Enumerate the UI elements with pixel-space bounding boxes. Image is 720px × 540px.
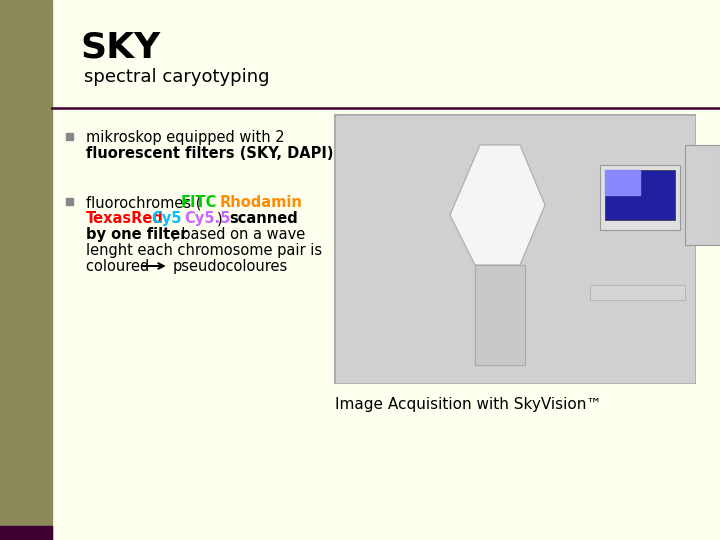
Bar	[0, 0, 52, 540]
Bar	[66, 133, 73, 140]
Bar	[335, 115, 695, 383]
Bar	[685, 145, 720, 245]
Text: Rhodamin: Rhodamin	[220, 195, 302, 210]
Bar	[600, 165, 680, 230]
Text: TexasRed: TexasRed	[86, 211, 164, 226]
Bar	[336, 116, 694, 382]
Text: pseudocoloures: pseudocoloures	[173, 259, 288, 274]
Text: lenght each chromosome pair is: lenght each chromosome pair is	[86, 243, 322, 258]
Text: coloured: coloured	[86, 259, 154, 274]
Polygon shape	[450, 145, 545, 265]
Text: , based on a wave: , based on a wave	[172, 227, 305, 242]
Text: mikroskop equipped with 2: mikroskop equipped with 2	[86, 130, 284, 145]
Bar	[605, 170, 675, 220]
Text: fluorescent filters (SKY, DAPI): fluorescent filters (SKY, DAPI)	[86, 146, 333, 161]
Text: Cy5: Cy5	[151, 211, 182, 226]
Text: fluorochromes (: fluorochromes (	[86, 195, 202, 210]
Bar	[475, 265, 525, 365]
Bar	[605, 170, 640, 195]
Text: FITC: FITC	[181, 195, 217, 210]
Text: ): )	[217, 211, 228, 226]
Text: Cy5.5: Cy5.5	[184, 211, 230, 226]
Bar	[0, 526, 52, 540]
Text: spectral caryotyping: spectral caryotyping	[84, 68, 269, 86]
Text: by one filter: by one filter	[86, 227, 187, 242]
Bar	[66, 198, 73, 205]
Text: scanned: scanned	[230, 211, 298, 226]
Bar	[590, 285, 685, 300]
Text: SKY: SKY	[80, 30, 160, 64]
Text: Image Acquisition with SkyVision™: Image Acquisition with SkyVision™	[335, 397, 602, 412]
